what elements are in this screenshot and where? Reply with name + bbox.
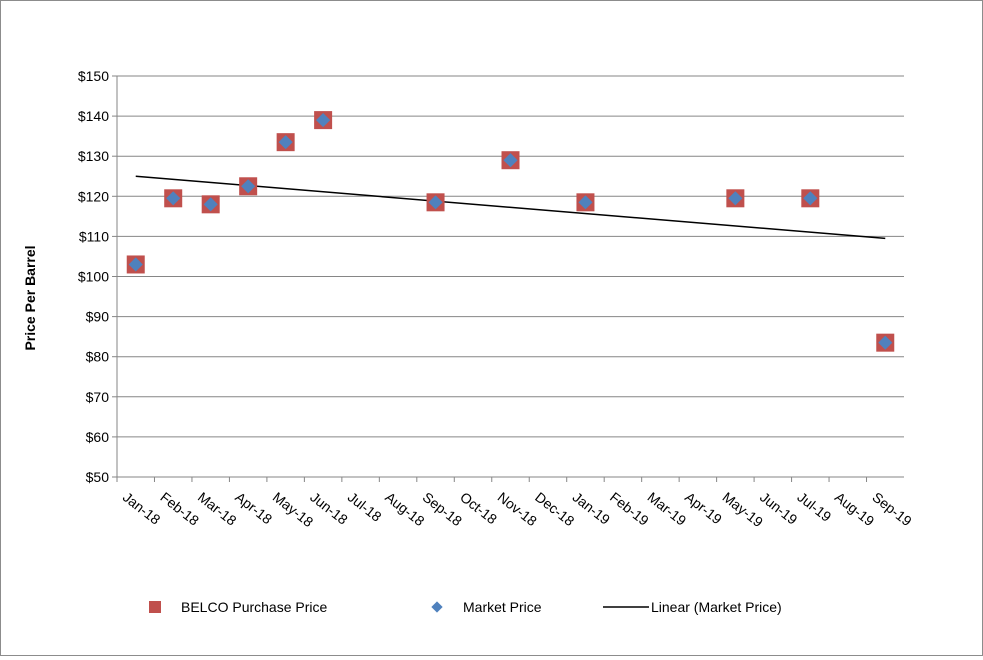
market-price-point [503,153,518,168]
legend: BELCO Purchase Price Market Price Linear… [149,599,782,615]
market-price-point [428,195,443,210]
y-tick-label: $60 [86,429,110,445]
legend-market-label: Market Price [463,599,542,615]
x-tick-label: Feb-18 [157,489,202,529]
x-tick-label: Mar-18 [195,489,240,529]
legend-belco-marker [149,601,161,613]
y-tick-label: $80 [86,349,110,365]
x-tick-label: Jun-18 [307,489,351,528]
x-tick-label: Sep-18 [420,489,466,530]
market-price-point [878,335,893,350]
y-tick-label: $110 [79,228,109,244]
x-tick-label: Jan-18 [120,489,164,528]
y-tick-label: $140 [78,108,109,124]
market-price-point [316,113,331,128]
y-tick-label: $70 [86,389,110,405]
belco-purchase-price-series [126,111,895,352]
market-price-series [128,113,893,350]
y-axis-title: Price Per Barrel [22,245,38,350]
y-tick-label: $120 [78,188,109,204]
x-tick-label: Aug-19 [832,489,878,530]
x-tick-label: Dec-18 [532,489,578,530]
x-tick-label: Nov-18 [495,489,541,530]
legend-market-marker [431,601,443,613]
trendline-market-price [135,175,886,240]
x-tick-label: Apr-18 [232,489,275,528]
market-price-point [803,191,818,206]
legend-belco-label: BELCO Purchase Price [181,599,327,615]
market-price-point [128,257,143,272]
y-tick-labels: $50 $60 $70 $80 $90 $100 $110 $120 $130 $140 $150 [78,68,109,485]
x-tick-label: Jun-19 [757,489,801,528]
x-tick-label: Apr-19 [682,489,725,528]
x-tick-label: May-18 [270,489,317,530]
x-tick-label: Feb-19 [607,489,652,529]
x-tick-label: Jan-19 [570,489,614,528]
market-price-point [278,135,293,150]
x-tick-label: Oct-18 [457,489,500,528]
x-tick-label: May-19 [720,489,767,530]
gridlines [112,75,904,478]
axes [116,76,904,478]
y-tick-label: $100 [78,269,109,285]
x-tick-label: Jul-19 [794,489,834,525]
trendline [135,175,886,240]
legend-trendline-label: Linear (Market Price) [651,599,782,615]
market-price-point [728,191,743,206]
x-tick-label: Sep-19 [869,489,915,530]
x-tick-label: Aug-18 [382,489,428,530]
y-tick-label: $130 [78,148,109,164]
y-tick-label: $150 [78,68,109,84]
y-tick-label: $90 [86,309,110,325]
x-tick-labels: Jan-18Feb-18Mar-18Apr-18May-18Jun-18Jul-… [116,477,915,530]
x-tick-label: Mar-19 [645,489,690,529]
x-tick-label: Jul-18 [345,489,385,525]
market-price-point [578,195,593,210]
y-tick-label: $50 [86,469,110,485]
